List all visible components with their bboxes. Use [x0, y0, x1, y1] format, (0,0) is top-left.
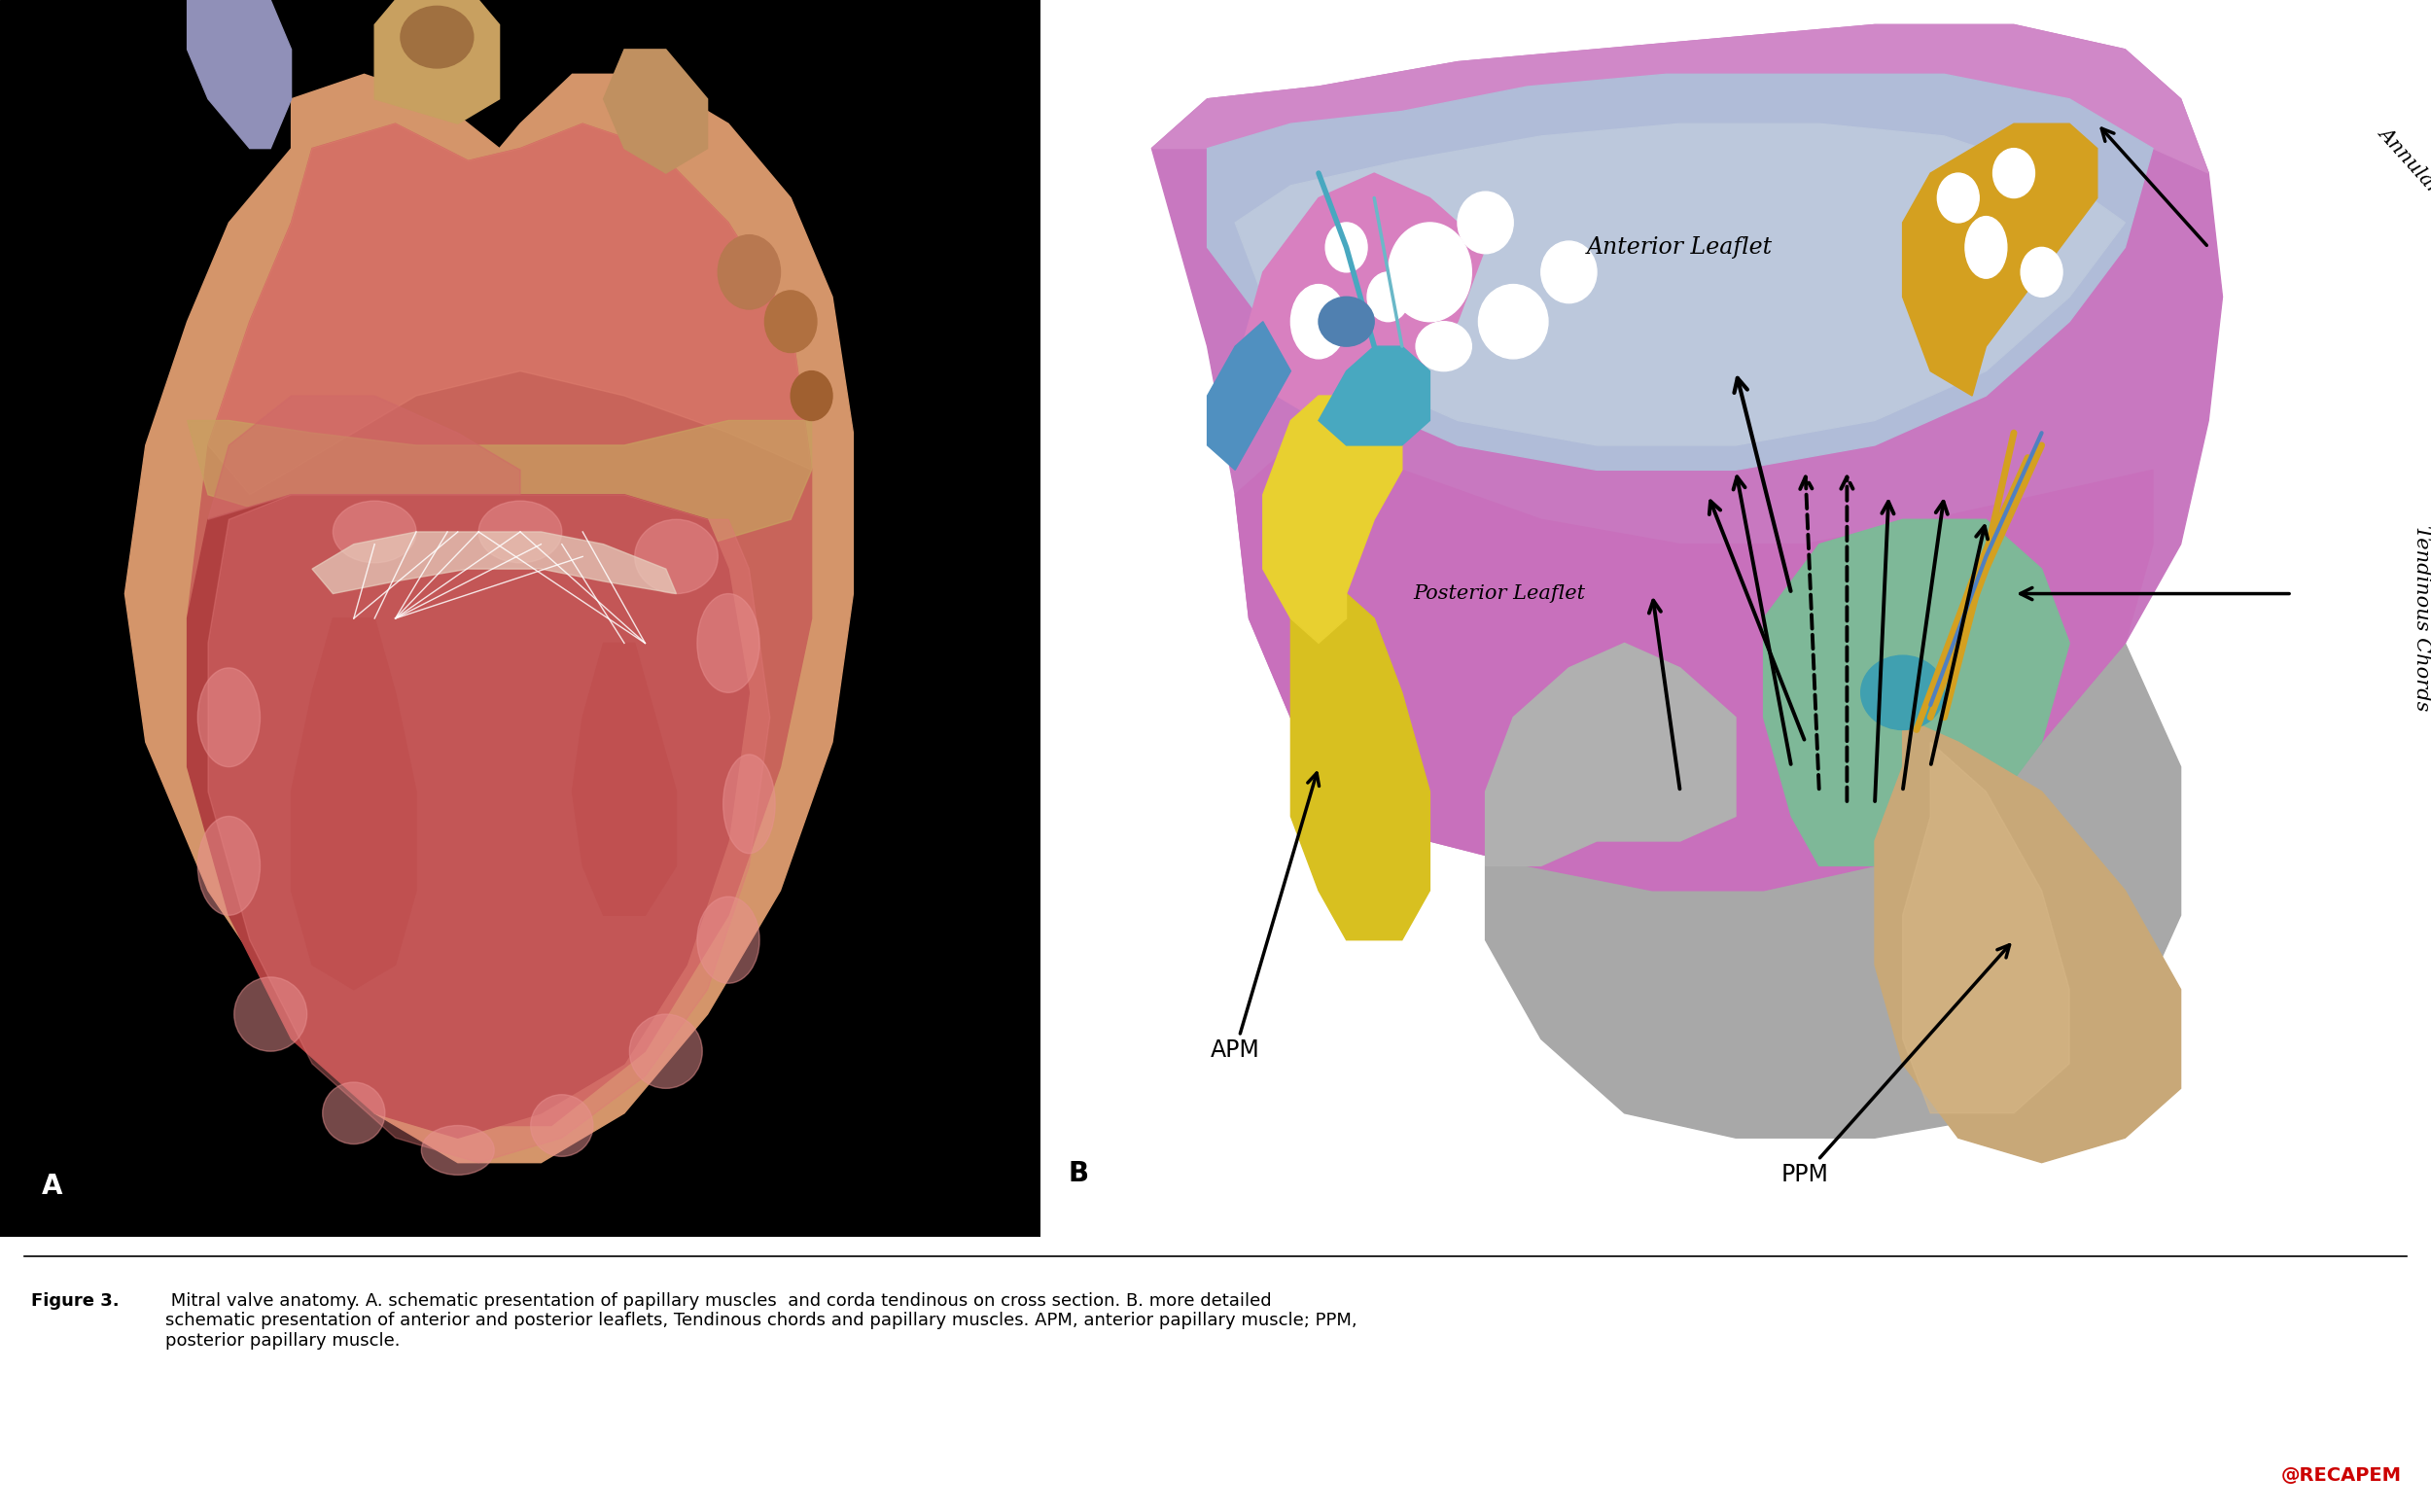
- Polygon shape: [1152, 24, 2207, 174]
- Ellipse shape: [1993, 148, 2035, 198]
- Polygon shape: [1318, 346, 1429, 445]
- Text: Tendinous Chords: Tendinous Chords: [2412, 525, 2431, 712]
- Polygon shape: [1903, 742, 2069, 1113]
- Polygon shape: [1208, 322, 1291, 470]
- Ellipse shape: [530, 1095, 593, 1157]
- Polygon shape: [209, 396, 520, 520]
- Polygon shape: [124, 74, 853, 1163]
- Ellipse shape: [634, 520, 717, 594]
- Ellipse shape: [1459, 192, 1512, 254]
- Polygon shape: [1874, 717, 2181, 1163]
- Ellipse shape: [1964, 216, 2008, 278]
- Text: Annular Attachment: Annular Attachment: [2375, 124, 2431, 292]
- Ellipse shape: [722, 754, 775, 853]
- Ellipse shape: [333, 500, 416, 562]
- Ellipse shape: [1860, 656, 1945, 730]
- Ellipse shape: [698, 594, 758, 692]
- Polygon shape: [1762, 520, 2069, 866]
- Ellipse shape: [1291, 284, 1347, 358]
- Polygon shape: [1291, 594, 1429, 940]
- Ellipse shape: [197, 816, 260, 915]
- Polygon shape: [1235, 174, 1485, 420]
- Text: B: B: [1067, 1160, 1089, 1187]
- Polygon shape: [1485, 643, 2181, 1139]
- Ellipse shape: [766, 290, 817, 352]
- Polygon shape: [1152, 24, 2222, 891]
- Ellipse shape: [1478, 284, 1549, 358]
- Text: Posterior Leaflet: Posterior Leaflet: [1412, 585, 1585, 603]
- Ellipse shape: [401, 6, 474, 68]
- Polygon shape: [209, 494, 771, 1163]
- Text: Figure 3.: Figure 3.: [32, 1291, 119, 1309]
- Polygon shape: [1264, 396, 1403, 643]
- Text: @RECAPEM: @RECAPEM: [2280, 1467, 2402, 1485]
- Polygon shape: [187, 124, 812, 1125]
- Polygon shape: [603, 50, 707, 174]
- Polygon shape: [374, 0, 498, 124]
- Ellipse shape: [717, 234, 780, 308]
- Ellipse shape: [1938, 174, 1979, 222]
- Polygon shape: [1208, 74, 2154, 470]
- Text: PPM: PPM: [1782, 945, 2010, 1185]
- Ellipse shape: [233, 977, 306, 1051]
- Polygon shape: [311, 532, 676, 594]
- Ellipse shape: [1541, 242, 1597, 302]
- Ellipse shape: [479, 500, 562, 562]
- Ellipse shape: [2020, 248, 2061, 296]
- Polygon shape: [187, 420, 812, 544]
- Ellipse shape: [197, 668, 260, 767]
- Text: A: A: [41, 1172, 63, 1199]
- Polygon shape: [187, 0, 292, 148]
- Polygon shape: [1235, 124, 2125, 445]
- Polygon shape: [1235, 445, 2154, 891]
- Ellipse shape: [630, 1015, 703, 1089]
- Ellipse shape: [1318, 296, 1374, 346]
- Ellipse shape: [790, 370, 831, 420]
- Ellipse shape: [1388, 222, 1471, 322]
- Text: APM: APM: [1211, 773, 1320, 1063]
- Polygon shape: [1485, 643, 1736, 866]
- Polygon shape: [209, 124, 812, 494]
- Polygon shape: [571, 643, 676, 915]
- Polygon shape: [292, 618, 416, 989]
- Ellipse shape: [421, 1125, 493, 1175]
- Ellipse shape: [1325, 222, 1366, 272]
- Polygon shape: [187, 494, 749, 1139]
- Text: Mitral valve anatomy. A. schematic presentation of papillary muscles  and corda : Mitral valve anatomy. A. schematic prese…: [165, 1291, 1356, 1350]
- Text: Anterior Leaflet: Anterior Leaflet: [1587, 236, 1772, 259]
- Ellipse shape: [323, 1083, 384, 1145]
- Ellipse shape: [698, 897, 758, 983]
- Polygon shape: [1903, 124, 2098, 396]
- Ellipse shape: [1415, 322, 1471, 370]
- Ellipse shape: [1366, 272, 1410, 322]
